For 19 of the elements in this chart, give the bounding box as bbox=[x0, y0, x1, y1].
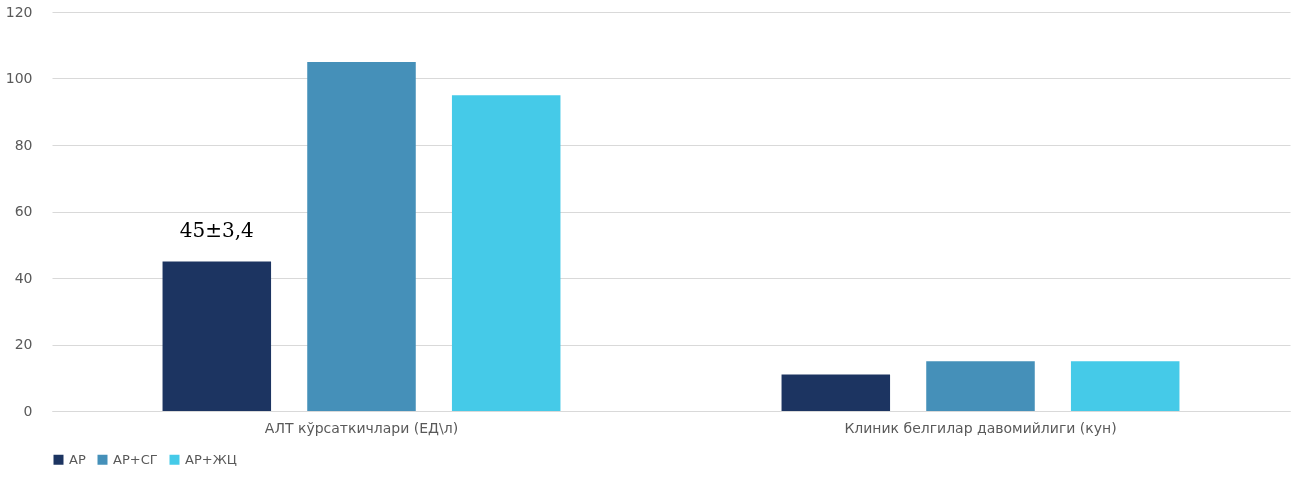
bar bbox=[781, 374, 891, 411]
bar bbox=[1070, 361, 1180, 411]
legend-label: АР+ЖЦ bbox=[185, 451, 237, 467]
legend-label: АР bbox=[69, 451, 86, 467]
y-tick-label: 20 bbox=[14, 336, 33, 352]
y-tick-label: 60 bbox=[14, 203, 33, 219]
bar bbox=[162, 261, 272, 411]
x-tick-label: Клиник белгилар давомийлиги (кун) bbox=[844, 419, 1117, 436]
bar bbox=[307, 61, 416, 411]
y-tick-label: 100 bbox=[5, 70, 33, 86]
annotation: 45±3,4 bbox=[179, 218, 254, 243]
bar bbox=[451, 95, 561, 411]
y-tick-label: 80 bbox=[14, 136, 33, 153]
y-tick-label: 0 bbox=[23, 402, 33, 419]
y-tick-label: 40 bbox=[14, 269, 33, 286]
y-tick-label: 120 bbox=[5, 3, 33, 20]
legend-label: АР+СГ bbox=[113, 451, 158, 467]
bar bbox=[926, 361, 1035, 411]
x-tick-label: АЛТ кўрсаткичлари (ЕД\л) bbox=[264, 419, 459, 436]
